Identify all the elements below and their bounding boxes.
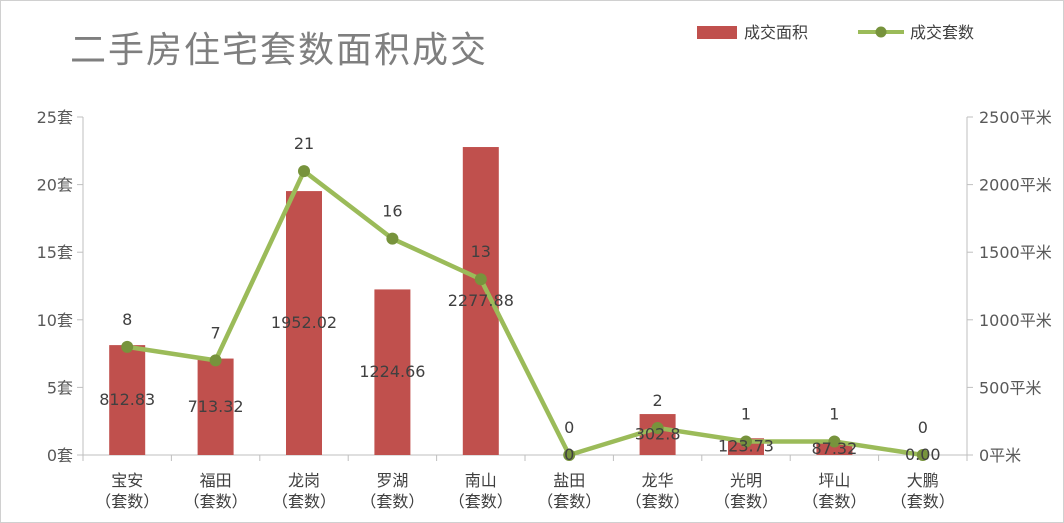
x-category-label: 大鹏 (907, 471, 939, 490)
chart-title: 二手房住宅套数面积成交 (70, 30, 488, 71)
line-point-坪山 (828, 435, 841, 448)
bar-value-label: 1224.66 (359, 362, 425, 381)
y-left-tick-label: 0套 (47, 446, 73, 465)
line-point-宝安 (121, 340, 134, 353)
x-category-suffix: （套数） (184, 492, 248, 511)
line-point-福田 (209, 354, 222, 367)
legend-bar-label: 成交面积 (744, 23, 808, 42)
line-point-大鹏 (916, 449, 929, 461)
data-labels: 812.83 713.32 1952.02 1224.66 2277.88 0 302.8 1… (99, 134, 940, 464)
line-count-path (126, 168, 924, 458)
x-category-label: 龙岗 (288, 471, 320, 490)
x-category-suffix: （套数） (891, 492, 955, 511)
bar-value-label: 812.83 (99, 390, 155, 409)
bar-value-label: 2277.88 (448, 291, 514, 310)
legend-line-marker (875, 26, 887, 38)
bar-value-label: 302.8 (635, 425, 681, 444)
y-left-tick-label: 15套 (37, 243, 73, 262)
bar-value-label: 87.32 (811, 439, 857, 458)
line-series (121, 165, 929, 461)
line-value-label: 8 (122, 310, 132, 329)
x-category-label: 福田 (200, 471, 232, 490)
legend: 成交面积 成交套数 (697, 23, 974, 42)
x-category-suffix: （套数） (626, 492, 690, 511)
line-value-label: 0 (918, 418, 928, 437)
x-category-suffix: （套数） (95, 492, 159, 511)
x-category-label: 宝安 (111, 471, 143, 490)
line-value-label: 2 (653, 391, 663, 410)
bar-value-label: 1952.02 (271, 313, 337, 332)
bar-area-坪山 (816, 443, 853, 455)
y-right-tick-label: 2500平米 (979, 108, 1052, 127)
y-right-tick-label: 1000平米 (979, 311, 1052, 330)
legend-line-label: 成交套数 (910, 23, 974, 42)
bar-value-label: 713.32 (188, 397, 244, 416)
bar-value-label: 0.00 (905, 445, 941, 464)
y-right-tick-label: 1500平米 (979, 243, 1052, 262)
y-right-tick-label: 0平米 (979, 446, 1021, 465)
y-left-tick-label: 25套 (37, 108, 73, 127)
x-category-label: 罗湖 (376, 471, 408, 490)
line-point-龙华 (651, 421, 664, 434)
line-value-label: 13 (471, 242, 491, 261)
x-category-label: 南山 (465, 471, 497, 490)
x-category-suffix: （套数） (802, 492, 866, 511)
line-value-label: 0 (564, 418, 574, 437)
axes: 0套5套10套15套20套25套0平米500平米1000平米1500平米2000… (37, 108, 1052, 511)
line-point-南山 (474, 273, 487, 286)
bar-value-label: 0 (564, 445, 574, 464)
y-left-tick-label: 20套 (37, 176, 73, 195)
y-left-tick-label: 5套 (47, 378, 73, 397)
line-value-label: 7 (211, 323, 221, 342)
bar-area-罗湖 (374, 289, 411, 455)
x-category-suffix: （套数） (714, 492, 778, 511)
bar-series (109, 147, 853, 455)
line-value-label: 16 (382, 202, 402, 221)
line-point-光明 (740, 435, 752, 448)
bar-area-宝安 (109, 345, 146, 455)
y-right-tick-label: 2000平米 (979, 176, 1052, 195)
x-category-label: 盐田 (553, 471, 585, 490)
line-value-label: 1 (741, 404, 751, 423)
line-point-龙岗 (298, 165, 310, 178)
legend-bar-swatch (697, 26, 737, 39)
bar-area-龙华 (639, 414, 676, 455)
bar-value-label: 123.73 (718, 437, 774, 456)
x-category-suffix: （套数） (360, 492, 424, 511)
y-left-tick-label: 10套 (37, 311, 73, 330)
bar-area-福田 (197, 358, 234, 455)
x-category-label: 光明 (730, 471, 762, 490)
x-category-suffix: （套数） (272, 492, 336, 511)
bar-area-龙岗 (286, 191, 322, 455)
line-point-罗湖 (386, 232, 399, 245)
x-category-suffix: （套数） (449, 492, 513, 511)
x-category-label: 坪山 (818, 471, 850, 490)
line-value-label: 21 (294, 134, 314, 153)
x-category-suffix: （套数） (537, 492, 601, 511)
x-category-label: 龙华 (642, 471, 674, 490)
line-point-盐田 (563, 449, 576, 461)
line-value-label: 1 (829, 404, 839, 423)
y-right-tick-label: 500平米 (979, 378, 1042, 397)
